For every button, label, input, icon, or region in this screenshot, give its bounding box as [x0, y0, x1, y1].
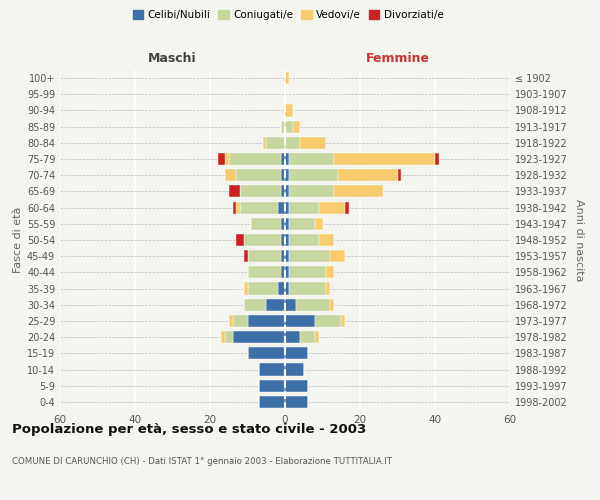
- Bar: [281, 234, 285, 246]
- Bar: [285, 298, 296, 311]
- Bar: [221, 331, 225, 343]
- Bar: [398, 169, 401, 181]
- Bar: [285, 348, 308, 360]
- Bar: [285, 331, 300, 343]
- Bar: [248, 250, 281, 262]
- Bar: [285, 202, 289, 213]
- Bar: [285, 72, 289, 84]
- Bar: [248, 315, 285, 327]
- Bar: [296, 298, 330, 311]
- Bar: [229, 186, 240, 198]
- Bar: [240, 186, 281, 198]
- Bar: [285, 218, 289, 230]
- Bar: [236, 202, 240, 213]
- Text: Popolazione per età, sesso e stato civile - 2003: Popolazione per età, sesso e stato civil…: [12, 422, 366, 436]
- Bar: [300, 137, 326, 149]
- Bar: [289, 186, 334, 198]
- Bar: [244, 250, 248, 262]
- Bar: [266, 298, 285, 311]
- Bar: [218, 153, 225, 165]
- Bar: [326, 266, 334, 278]
- Bar: [330, 298, 334, 311]
- Bar: [263, 137, 266, 149]
- Bar: [345, 202, 349, 213]
- Bar: [285, 153, 289, 165]
- Bar: [334, 153, 435, 165]
- Bar: [251, 218, 281, 230]
- Text: COMUNE DI CARUNCHIO (CH) - Dati ISTAT 1° gennaio 2003 - Elaborazione TUTTITALIA.: COMUNE DI CARUNCHIO (CH) - Dati ISTAT 1°…: [12, 458, 392, 466]
- Bar: [233, 202, 236, 213]
- Text: Maschi: Maschi: [148, 52, 197, 65]
- Bar: [289, 266, 326, 278]
- Bar: [229, 153, 281, 165]
- Bar: [285, 169, 289, 181]
- Bar: [281, 266, 285, 278]
- Bar: [285, 266, 289, 278]
- Bar: [285, 104, 293, 117]
- Bar: [285, 282, 289, 294]
- Bar: [233, 315, 248, 327]
- Bar: [315, 331, 319, 343]
- Bar: [289, 153, 334, 165]
- Bar: [248, 348, 285, 360]
- Bar: [326, 282, 330, 294]
- Bar: [281, 169, 285, 181]
- Bar: [289, 169, 337, 181]
- Bar: [225, 153, 229, 165]
- Y-axis label: Fasce di età: Fasce di età: [13, 207, 23, 273]
- Bar: [281, 153, 285, 165]
- Bar: [277, 282, 285, 294]
- Bar: [285, 120, 293, 132]
- Bar: [285, 234, 289, 246]
- Y-axis label: Anni di nascita: Anni di nascita: [574, 198, 584, 281]
- Bar: [244, 234, 281, 246]
- Bar: [236, 169, 281, 181]
- Bar: [285, 186, 289, 198]
- Bar: [285, 315, 315, 327]
- Legend: Celibi/Nubili, Coniugati/e, Vedovi/e, Divorziati/e: Celibi/Nubili, Coniugati/e, Vedovi/e, Di…: [131, 8, 445, 22]
- Bar: [334, 186, 383, 198]
- Bar: [315, 315, 341, 327]
- Bar: [315, 218, 323, 230]
- Bar: [244, 298, 266, 311]
- Bar: [435, 153, 439, 165]
- Bar: [285, 364, 304, 376]
- Bar: [281, 186, 285, 198]
- Bar: [240, 202, 277, 213]
- Bar: [259, 380, 285, 392]
- Bar: [285, 250, 289, 262]
- Bar: [225, 331, 233, 343]
- Bar: [337, 169, 398, 181]
- Bar: [248, 282, 277, 294]
- Bar: [300, 331, 315, 343]
- Bar: [248, 266, 281, 278]
- Bar: [281, 120, 285, 132]
- Bar: [285, 137, 300, 149]
- Bar: [229, 315, 233, 327]
- Bar: [289, 234, 319, 246]
- Bar: [281, 218, 285, 230]
- Bar: [233, 331, 285, 343]
- Bar: [244, 282, 248, 294]
- Bar: [277, 202, 285, 213]
- Bar: [319, 234, 334, 246]
- Bar: [225, 169, 236, 181]
- Text: Femmine: Femmine: [365, 52, 430, 65]
- Bar: [330, 250, 345, 262]
- Bar: [285, 396, 308, 408]
- Bar: [289, 282, 326, 294]
- Bar: [259, 364, 285, 376]
- Bar: [236, 234, 244, 246]
- Bar: [293, 120, 300, 132]
- Bar: [289, 250, 330, 262]
- Bar: [319, 202, 345, 213]
- Bar: [281, 250, 285, 262]
- Bar: [289, 218, 315, 230]
- Bar: [285, 380, 308, 392]
- Bar: [266, 137, 285, 149]
- Bar: [289, 202, 319, 213]
- Bar: [259, 396, 285, 408]
- Bar: [341, 315, 345, 327]
